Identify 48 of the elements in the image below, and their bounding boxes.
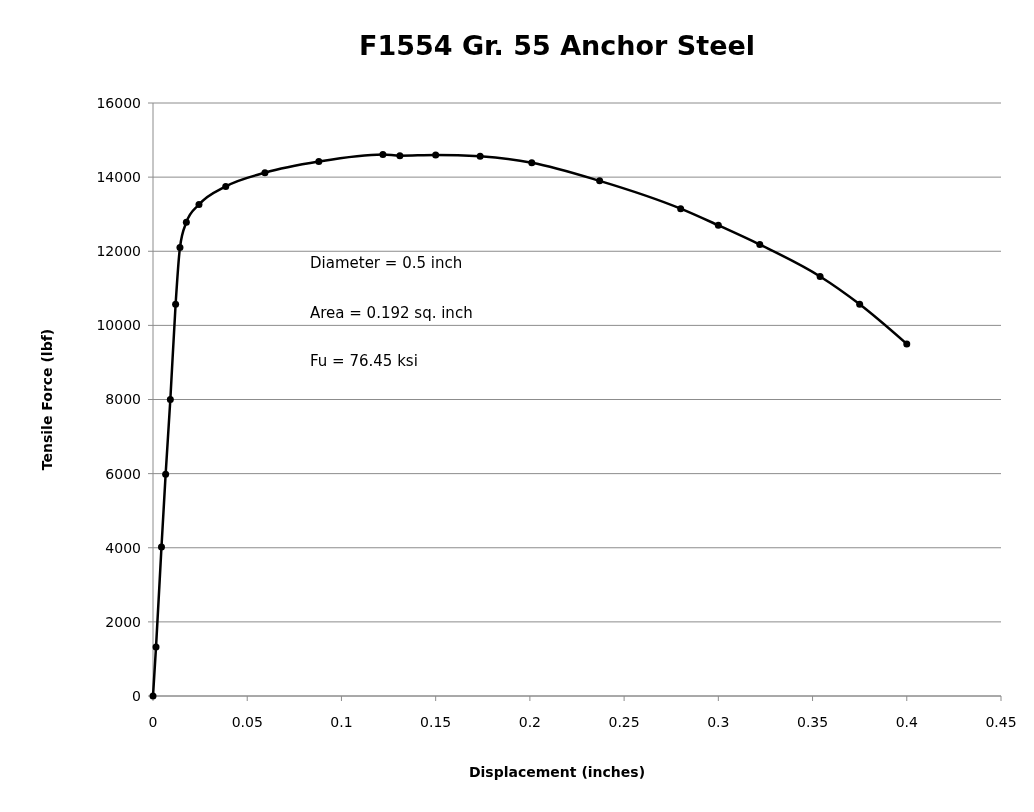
point [152, 643, 160, 651]
x-tick-label: 0.25 [608, 714, 640, 730]
x-tick-label: 0.05 [231, 714, 263, 730]
point [379, 151, 387, 159]
point [903, 340, 911, 348]
y-tick-label: 4000 [105, 539, 141, 556]
point [157, 543, 165, 551]
y-tick-label: 10000 [96, 317, 141, 334]
x-tick-label: 0.2 [518, 714, 542, 730]
x-tick-label: 0.4 [895, 714, 918, 730]
point [182, 218, 190, 226]
x-tick-label: 0.1 [330, 714, 353, 730]
y-axis-title: Tensile Force (lbf) [39, 328, 55, 471]
point [396, 152, 404, 160]
point [261, 169, 269, 177]
y-tick-label: 12000 [96, 243, 141, 260]
point [856, 300, 864, 308]
point [714, 221, 722, 229]
point [315, 158, 323, 166]
point [476, 152, 484, 160]
y-tick-label: 8000 [105, 391, 141, 408]
point [756, 241, 764, 249]
y-tick-label: 16000 [96, 94, 141, 111]
y-tick-label: 6000 [105, 465, 141, 482]
chart-title: F1554 Gr. 55 Anchor Steel [358, 30, 756, 61]
point [677, 205, 685, 213]
x-tick-label: 0 [148, 714, 158, 730]
point [176, 244, 184, 252]
annotation: Fu = 76.45 ksi [310, 352, 418, 370]
y-tick-label: 0 [132, 687, 141, 704]
point [172, 300, 180, 308]
point [222, 182, 230, 190]
point [195, 201, 203, 209]
point [596, 177, 604, 185]
y-tick-label: 2000 [105, 613, 141, 630]
point [528, 159, 536, 167]
annotation: Area = 0.192 sq. inch [310, 304, 473, 322]
y-tick-label: 14000 [96, 169, 141, 186]
annotation: Diameter = 0.5 inch [310, 254, 463, 272]
x-tick-label: 0.15 [420, 714, 452, 730]
point [162, 470, 170, 478]
point [816, 272, 824, 280]
x-tick-label: 0.45 [985, 714, 1017, 730]
x-axis-title: Displacement (inches) [468, 764, 646, 780]
x-tick-label: 0.35 [796, 714, 829, 730]
point [166, 396, 174, 403]
x-tick-label: 0.3 [707, 714, 730, 730]
point [432, 151, 440, 159]
